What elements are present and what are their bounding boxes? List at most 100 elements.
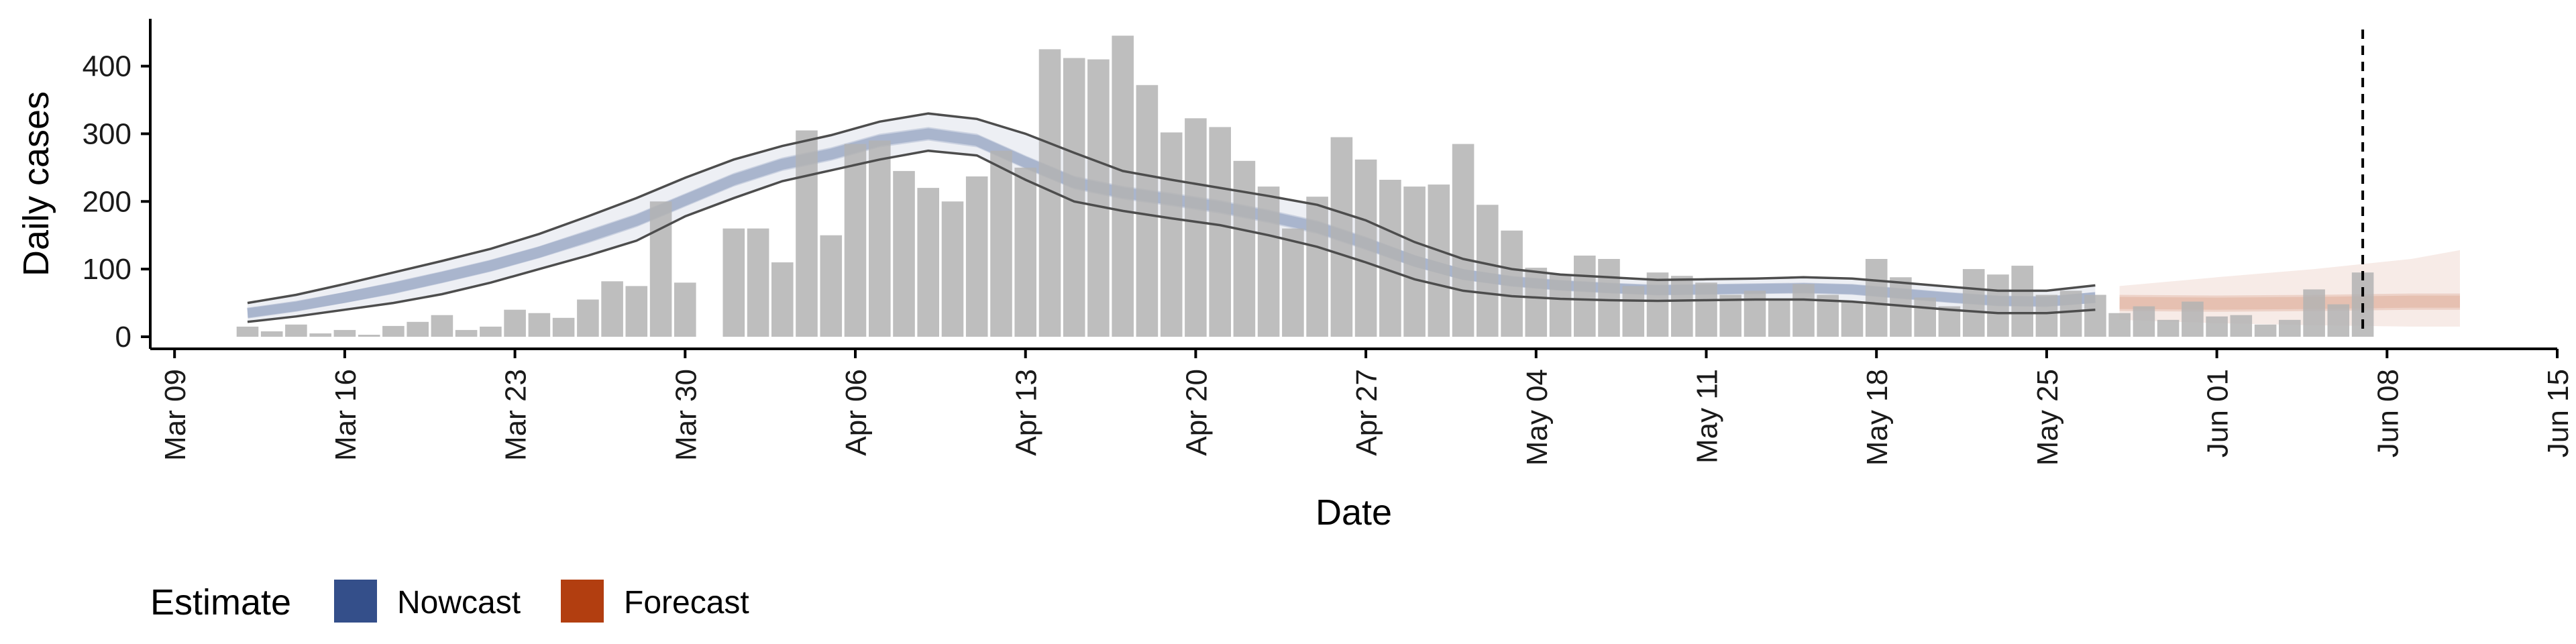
bar [625, 286, 648, 337]
bar [1136, 85, 1159, 337]
bar [941, 201, 964, 337]
bar [2011, 266, 2033, 337]
bar [1306, 197, 1328, 337]
x-tick-label: Apr 27 [1350, 369, 1383, 456]
bar [1233, 160, 1256, 337]
forecast-median-band [2119, 295, 2460, 310]
bar [1403, 186, 1426, 337]
legend: Estimate Nowcast Forecast [150, 580, 749, 623]
bar [1962, 269, 1985, 337]
bar [1257, 186, 1280, 337]
bar [1987, 274, 2009, 337]
bar [2254, 324, 2277, 337]
bar [1671, 276, 1693, 337]
x-tick-label: May 25 [2031, 369, 2064, 466]
bar [2230, 315, 2253, 337]
bar [480, 326, 502, 337]
bar [2108, 313, 2131, 337]
bar [1792, 284, 1815, 337]
bar [2059, 290, 2082, 337]
bar [674, 282, 696, 337]
y-axis-title: Daily cases [16, 91, 56, 276]
legend-label-forecast: Forecast [624, 585, 749, 621]
bar [771, 262, 794, 337]
bar [893, 170, 915, 337]
x-tick-label: Jun 08 [2371, 369, 2404, 458]
bar [1014, 167, 1036, 337]
bar [1112, 36, 1134, 337]
bar [796, 130, 818, 337]
x-tick-label: May 04 [1521, 369, 1554, 466]
bar [2035, 294, 2058, 337]
bar [333, 329, 356, 337]
bar [1865, 259, 1888, 337]
x-tick-label: Jun 15 [2542, 369, 2575, 458]
bar [747, 228, 769, 337]
x-tick-label: Mar 23 [500, 369, 533, 461]
bar [528, 313, 551, 337]
bar [407, 321, 429, 337]
bar [236, 326, 259, 337]
bar [1622, 286, 1645, 337]
bar [1185, 118, 1207, 337]
bar [1160, 132, 1183, 337]
bar [1209, 127, 1231, 337]
bar [2206, 316, 2228, 337]
x-tick-label: Apr 13 [1010, 369, 1043, 456]
bar [260, 331, 283, 337]
x-tick-label: Apr 20 [1180, 369, 1213, 456]
y-tick-label: 200 [83, 185, 131, 218]
bar [1501, 230, 1523, 337]
bar [649, 201, 672, 337]
bar [309, 333, 331, 337]
bar [820, 235, 843, 337]
x-tick-label: Mar 30 [669, 369, 702, 461]
forecast-outer-band [2119, 250, 2460, 327]
bar [1598, 259, 1620, 337]
bar [2157, 319, 2180, 337]
legend-swatch-forecast [561, 580, 604, 623]
bar [358, 335, 380, 337]
bar [1646, 272, 1669, 337]
bar [917, 188, 939, 337]
bar [2182, 301, 2204, 337]
bar [2133, 306, 2155, 337]
bar [1087, 59, 1110, 337]
legend-label-nowcast: Nowcast [397, 585, 521, 621]
bar [2303, 289, 2325, 337]
y-tick-label: 400 [83, 50, 131, 83]
forecast-inner-band [2119, 293, 2460, 312]
bar [552, 317, 575, 337]
bar [965, 176, 988, 337]
nowcast-bound-lines [247, 112, 2096, 323]
bar [1743, 290, 1766, 337]
x-tick-label: May 11 [1691, 369, 1724, 464]
bar [869, 140, 891, 337]
bar [577, 299, 599, 337]
x-axis-ticks: Mar 09 Mar 16 Mar 23 Mar 30 Apr 06 Apr 13 Apr … [159, 349, 2575, 466]
bar [504, 309, 526, 337]
legend-swatch-nowcast [334, 580, 377, 623]
bar [1477, 205, 1499, 337]
bar [2084, 294, 2106, 337]
y-tick-label: 300 [83, 117, 131, 150]
bar [1428, 184, 1450, 337]
bar [1914, 297, 1936, 337]
nowcast-upper-line [247, 112, 2096, 305]
bar [722, 228, 745, 337]
bar [1282, 228, 1304, 337]
bar [2327, 304, 2350, 337]
x-tick-label: Jun 01 [2202, 369, 2235, 458]
bar [1841, 301, 1864, 337]
bar [1574, 256, 1596, 337]
x-axis-title: Date [1316, 492, 1392, 533]
bar [2279, 319, 2301, 337]
bar [1695, 282, 1717, 337]
bar [1525, 268, 1548, 337]
bar [382, 325, 405, 337]
legend-title: Estimate [150, 582, 291, 623]
x-tick-label: Mar 09 [159, 369, 192, 461]
forecast-ribbons [2119, 250, 2460, 327]
nowcast-lower-line [247, 149, 2096, 323]
